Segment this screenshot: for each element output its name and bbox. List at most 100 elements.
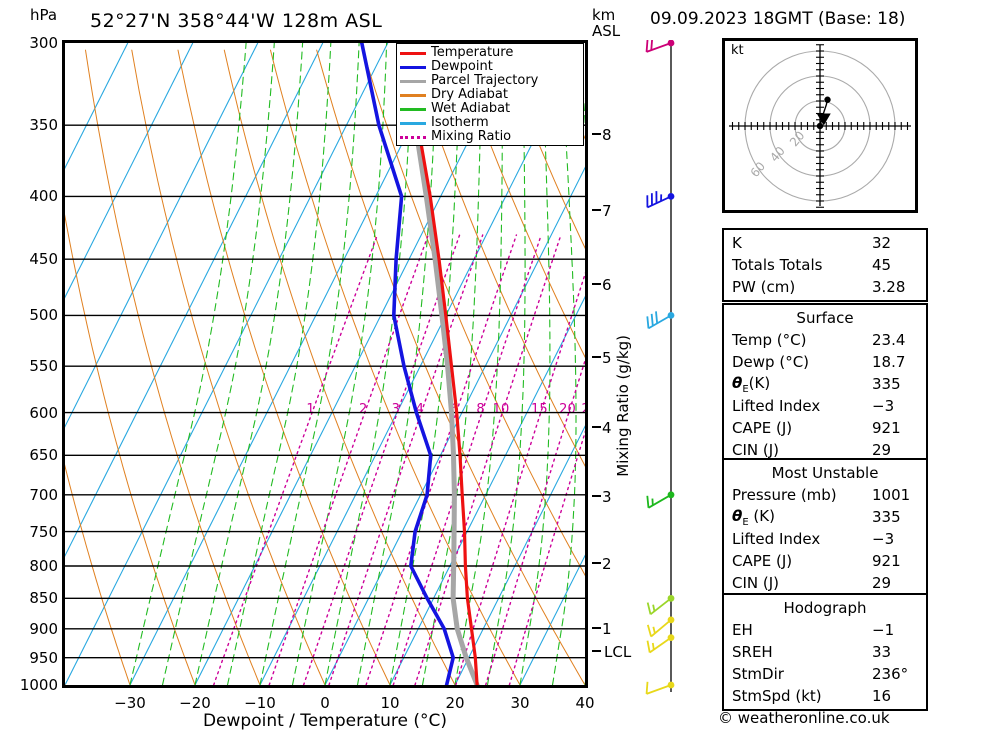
legend-label: Mixing Ratio xyxy=(431,129,512,144)
wind-barb xyxy=(645,40,675,53)
pressure-tick-label: 450 xyxy=(29,250,58,269)
wind-barb xyxy=(646,616,675,638)
panel-hodograph: Hodograph EH −1 SREH 33 StmDir 236° StmSpd (kt)… xyxy=(722,593,928,711)
hodograph-endpoint xyxy=(824,96,831,103)
height-tick xyxy=(592,355,601,358)
pressure-tick-label: 400 xyxy=(29,187,58,206)
lcl-tick xyxy=(592,650,601,652)
temperature-axis: −30 −20 −10 0 10 20 30 40 xyxy=(62,692,594,714)
pressure-units-label: hPa xyxy=(30,6,58,24)
svg-text:4: 4 xyxy=(416,402,424,417)
temperature-tick-label: 0 xyxy=(320,694,330,712)
index-row: Totals Totals 45 xyxy=(724,254,926,276)
most-unstable-value: 335 xyxy=(872,508,901,526)
height-tick-label: 5 xyxy=(602,348,612,367)
legend-item: Temperature xyxy=(400,46,580,60)
legend-swatch-mixing-ratio xyxy=(400,135,426,139)
temperature-tick-label: −20 xyxy=(179,694,211,712)
most-unstable-key: Pressure (mb) xyxy=(732,486,837,504)
pressure-tick-label: 850 xyxy=(29,589,58,608)
hodograph-endpoint xyxy=(816,122,824,130)
pressure-axis: 300 350 400 450 500 550 600 650 700 750 800 850 900 9… xyxy=(0,34,58,694)
most-unstable-row: CIN (J) 29 xyxy=(724,572,926,594)
wind-barb xyxy=(646,311,675,330)
index-key: K xyxy=(732,234,742,252)
legend-item: Dry Adiabat xyxy=(400,88,580,102)
storm-motion-marker xyxy=(816,113,831,126)
index-key: Totals Totals xyxy=(732,256,823,274)
pressure-tick-label: 800 xyxy=(29,557,58,575)
temperature-tick-label: 10 xyxy=(380,694,400,712)
lcl-label: LCL xyxy=(604,643,632,661)
most-unstable-key: CIN (J) xyxy=(732,574,780,592)
legend-swatch-dry-adiabat xyxy=(400,93,426,97)
most-unstable-row: Lifted Index −3 xyxy=(724,528,926,550)
legend-label: Dewpoint xyxy=(431,59,493,74)
pressure-tick-label: 1000 xyxy=(19,676,58,694)
wind-barb xyxy=(646,594,675,616)
pressure-tick-label: 550 xyxy=(29,357,58,376)
pressure-tick-label: 700 xyxy=(29,485,58,504)
height-tick-label: 7 xyxy=(602,202,612,221)
legend: Temperature Dewpoint Parcel Trajectory Dry … xyxy=(396,43,584,146)
surface-key: CAPE (J) xyxy=(732,419,793,437)
surface-key: CIN (J) xyxy=(732,441,780,459)
legend-item: Dewpoint xyxy=(400,60,580,74)
svg-text:2: 2 xyxy=(359,402,367,417)
most-unstable-value: 29 xyxy=(872,574,892,592)
hodograph-row: EH −1 xyxy=(724,619,926,641)
surface-value: 23.4 xyxy=(872,331,906,349)
legend-label: Wet Adiabat xyxy=(431,101,511,116)
pressure-tick-label: 750 xyxy=(29,522,58,541)
height-tick-label: 2 xyxy=(602,554,612,573)
hodograph-trace xyxy=(819,99,829,127)
height-tick xyxy=(592,627,601,630)
temperature-tick-label: 40 xyxy=(575,694,595,712)
svg-text:8: 8 xyxy=(476,402,484,417)
legend-item: Wet Adiabat xyxy=(400,102,580,116)
temperature-tick-label: −10 xyxy=(244,694,276,712)
most-unstable-value: 921 xyxy=(872,552,901,570)
height-tick xyxy=(592,494,601,497)
wind-barb xyxy=(646,634,675,654)
most-unstable-row: Pressure (mb) 1001 xyxy=(724,484,926,506)
hodograph-value: −1 xyxy=(872,621,895,639)
wind-barb xyxy=(646,191,675,209)
surface-value: 29 xyxy=(872,441,892,459)
legend-swatch-wet-adiabat xyxy=(400,107,426,111)
panel-indices: K 32 Totals Totals 45 PW (cm) 3.28 xyxy=(722,228,928,302)
height-tick xyxy=(592,283,601,286)
hodograph-key: SREH xyxy=(732,643,773,661)
index-value: 3.28 xyxy=(872,278,906,296)
surface-row: Temp (°C) 23.4 xyxy=(724,329,926,351)
surface-row: θE(K) 335 xyxy=(724,373,926,395)
svg-text:25: 25 xyxy=(581,402,585,417)
index-value: 32 xyxy=(872,234,892,252)
index-key: PW (cm) xyxy=(732,278,796,296)
hodograph-row: StmDir 236° xyxy=(724,663,926,685)
most-unstable-title: Most Unstable xyxy=(771,464,879,482)
panel-most-unstable: Most Unstable Pressure (mb) 1001 θE (K) 335 L… xyxy=(722,458,928,598)
legend-swatch-parcel-trajectory xyxy=(400,79,426,83)
surface-row: CAPE (J) 921 xyxy=(724,417,926,439)
height-units-label: km xyxy=(592,6,616,24)
svg-text:15: 15 xyxy=(531,402,548,417)
height-axis: 1 2 3 4 5 6 7 8 xyxy=(592,40,652,688)
hodograph-key: StmSpd (kt) xyxy=(732,687,822,705)
most-unstable-row: CAPE (J) 921 xyxy=(724,550,926,572)
hodograph-value: 16 xyxy=(872,687,892,705)
temperature-tick-label: 30 xyxy=(510,694,530,712)
date-title: 09.09.2023 18GMT (Base: 18) xyxy=(650,9,906,29)
surface-row: Lifted Index −3 xyxy=(724,395,926,417)
copyright-label: © weatheronline.co.uk xyxy=(718,709,890,727)
svg-text:1: 1 xyxy=(306,402,314,417)
hodograph-title: Hodograph xyxy=(783,599,867,617)
svg-text:20: 20 xyxy=(559,402,576,417)
hodograph-plot: 20 40 60 kt xyxy=(722,38,918,213)
pressure-tick-label: 950 xyxy=(29,648,58,667)
height-tick xyxy=(592,133,601,136)
height-tick-label: 8 xyxy=(602,126,612,145)
pressure-tick-label: 350 xyxy=(29,116,58,135)
surface-key: θE(K) xyxy=(732,373,771,395)
legend-item: Isotherm xyxy=(400,116,580,130)
